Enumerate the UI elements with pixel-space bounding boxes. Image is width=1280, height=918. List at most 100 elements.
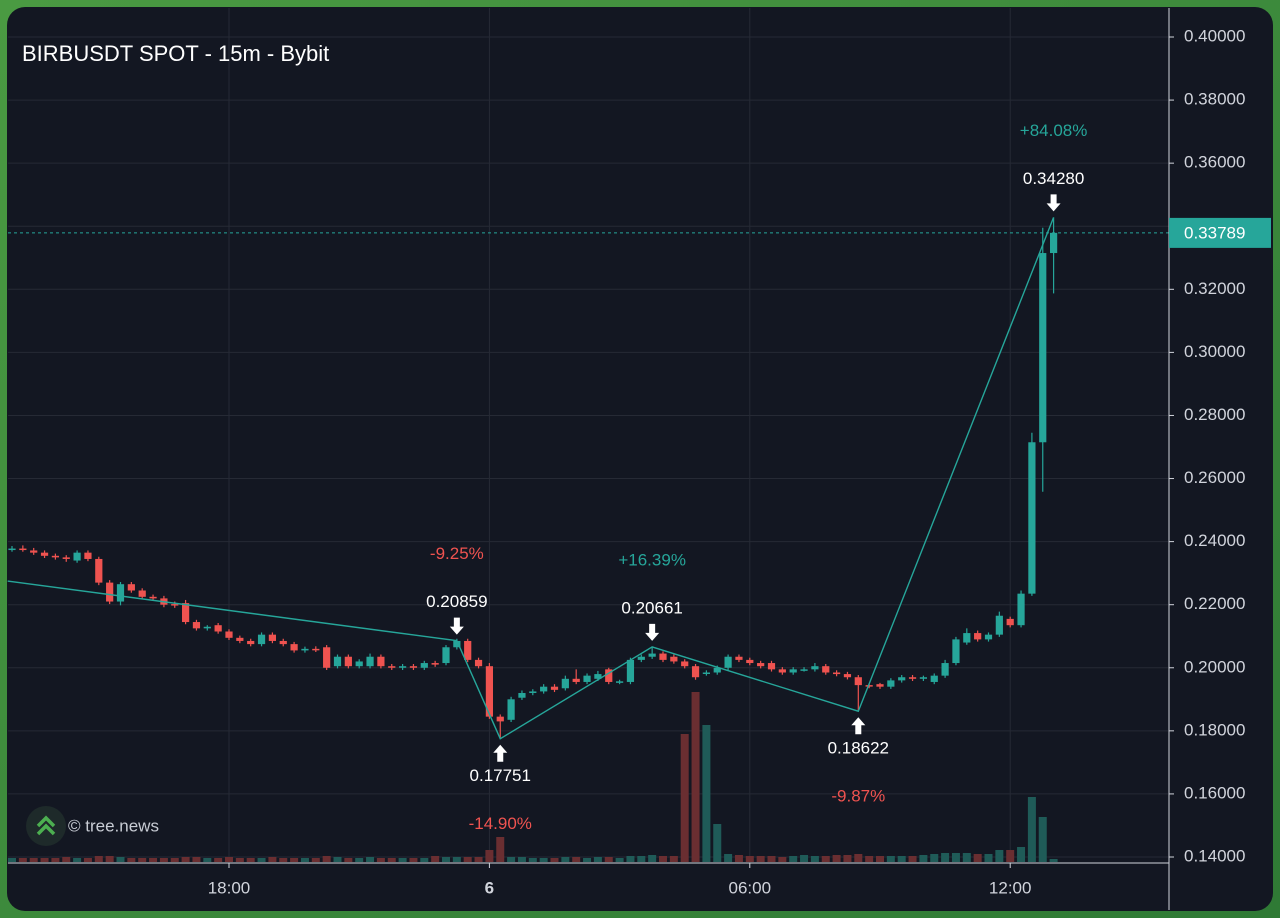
y-tick-label: 0.40000 <box>1184 26 1245 45</box>
volume-bar <box>800 855 809 862</box>
candle-body <box>561 678 569 689</box>
candle-body <box>279 640 287 645</box>
candle-body <box>1006 618 1014 626</box>
candle-body <box>268 634 276 641</box>
candle-body <box>713 667 721 673</box>
candle-body <box>583 675 591 682</box>
candle-body <box>399 666 407 668</box>
volume-bar <box>756 856 765 862</box>
candle-body <box>550 686 559 690</box>
candle-body <box>431 663 439 665</box>
pivot-arrow <box>1046 194 1061 212</box>
volume-bar <box>170 858 179 862</box>
volume-bar <box>713 824 722 862</box>
candle-body <box>767 663 776 670</box>
candle-body <box>572 678 580 682</box>
volume-bar <box>496 837 505 862</box>
candle-body <box>127 584 135 591</box>
volume-bar <box>409 858 418 862</box>
candle-body <box>290 644 298 651</box>
candle-body <box>474 659 483 667</box>
volume-bar <box>561 857 570 862</box>
volume-bar <box>583 858 592 862</box>
volume-bar <box>1049 859 1058 862</box>
pivot-change-label: -9.87% <box>831 787 885 806</box>
volume-bar <box>29 858 38 862</box>
candle-body <box>171 604 179 606</box>
pivot-arrow <box>493 744 508 762</box>
volume-bar <box>116 857 125 862</box>
candle-body <box>40 552 49 556</box>
candle-body <box>149 596 157 599</box>
watermark-text: © tree.news <box>68 816 159 835</box>
pivot-change-label: -14.90% <box>469 814 532 833</box>
candle-body <box>182 603 190 623</box>
volume-bar <box>659 856 667 862</box>
volume-bar <box>951 853 960 862</box>
y-tick-label: 0.24000 <box>1184 531 1245 550</box>
candle-body <box>941 663 949 676</box>
volume-bar <box>1006 850 1015 862</box>
candle-body <box>301 648 309 651</box>
pivot-price-label: 0.20859 <box>426 592 487 611</box>
y-tick-label: 0.36000 <box>1184 153 1245 172</box>
volume-bar <box>300 858 309 862</box>
volume-bar <box>105 856 114 862</box>
candle-body <box>887 680 895 687</box>
volume-bar <box>604 857 613 862</box>
volume-bar <box>745 856 754 862</box>
candle-body <box>442 647 450 664</box>
volume-bar <box>311 858 320 862</box>
zigzag-layer: 0.20859 -9.25% 0.17751 -14.90% 0.20661 +16.39… <box>7 121 1169 833</box>
volume-bar <box>517 857 526 862</box>
volume-bar <box>94 856 103 862</box>
volume-bar <box>225 857 233 862</box>
candle-body <box>984 634 993 640</box>
candle-body <box>420 663 428 668</box>
candle-body <box>1017 593 1025 626</box>
candle-body <box>496 716 504 722</box>
candle-body <box>822 666 830 673</box>
volume-bar <box>442 857 450 862</box>
candle-body <box>811 666 819 670</box>
candle-body <box>1050 232 1058 254</box>
volume-bar <box>919 855 928 862</box>
candle-body <box>73 552 81 561</box>
volume-bar <box>420 858 429 862</box>
candle-body <box>323 647 331 668</box>
candle-body <box>333 656 342 667</box>
volume-bar <box>322 856 331 862</box>
volume-bar <box>691 692 700 862</box>
candle-body <box>225 631 233 638</box>
volume-bar <box>1038 817 1047 862</box>
volume-bar <box>821 856 830 862</box>
volume-bar <box>214 858 223 862</box>
pivot-arrow <box>449 617 464 635</box>
volume-bar <box>984 854 993 862</box>
volume-bar <box>8 858 16 862</box>
candle-body <box>995 615 1003 635</box>
candle-body <box>670 656 678 662</box>
volume-bar <box>995 850 1004 862</box>
pivot-change-label: +16.39% <box>618 550 686 569</box>
volume-bar <box>431 856 440 862</box>
volume-bar <box>83 858 92 862</box>
candle-body <box>138 590 146 597</box>
volume-bar <box>648 855 657 862</box>
candle-body <box>681 661 689 667</box>
candle-body <box>865 685 873 687</box>
volume-bar <box>832 855 841 862</box>
candle-body <box>236 637 244 641</box>
candle-body <box>95 558 103 583</box>
x-tick-label: 18:00 <box>208 878 251 897</box>
pivot-price-label: 0.20661 <box>621 598 682 617</box>
pivot-price-label: 0.17751 <box>470 766 531 785</box>
volume-bar <box>789 856 798 862</box>
y-tick-label: 0.16000 <box>1184 783 1245 802</box>
candle-body <box>507 699 515 720</box>
candle-body <box>659 653 667 660</box>
candle-body <box>702 672 710 674</box>
candle-layer <box>8 217 1058 739</box>
volume-layer <box>8 692 1058 862</box>
